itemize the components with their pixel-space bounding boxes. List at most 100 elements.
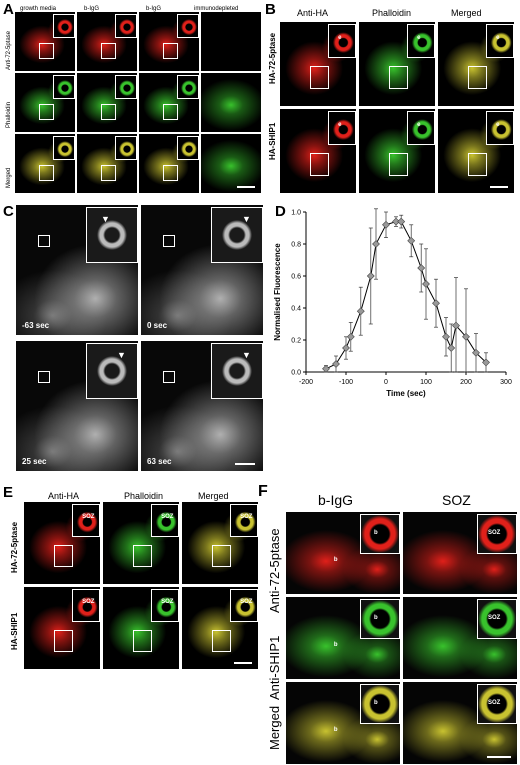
panel-f-micrograph-r1-c2: SOZ [403,512,517,594]
panel-e-inset-marker-r2-c3: SOZ [240,599,253,606]
panel-b-label: B [265,1,276,18]
panel-e-micrograph-r2-c1: SOZ [24,587,100,669]
panel-f-inset-r1-c2: SOZ [477,514,517,554]
panel-b-inset-r1-c1: e [328,24,356,58]
panel-f-inset-r2-c1: b [360,599,400,639]
panel-b-roi-box-r1-c1 [310,65,330,89]
panel-b-micrograph-r2-c2: e [359,109,435,193]
series-line [325,221,487,370]
data-point-18 [472,348,480,357]
panel-c-image-grid: ▼ -63 sec ▼ 0 sec ▼ 25 sec ▼ 63 sec [16,200,266,471]
panel-e-inset-r2-c3: SOZ [230,589,258,622]
panel-a-micrograph-r1-c3 [139,12,199,71]
panel-a-roi-box-r3-c3 [163,164,179,182]
panel-a-col-4: immunodepleted [194,6,239,12]
panel-e-image-grid: SOZ SOZ SOZ SOZ SOZ SOZ [24,502,260,670]
panel-f-row-3: Merged [267,705,282,750]
panel-c-arrowhead-1: ▼ [101,214,110,224]
panel-b-row-1: HA-72-5ptase [268,32,277,84]
panel-f-inset-r2-c2: SOZ [477,599,517,639]
panel-f-cell-marker-r2: b [333,642,338,649]
panel-e-inset-marker-r2-c2: SOZ [161,599,174,606]
panel-f-cell-marker-r1: b [333,557,338,564]
x-tick-label-3: 100 [420,379,432,386]
panel-d-chart: -200 -100 0 100 200 300 0.0 0.2 0.4 0.6 0.8 1.0 Time… [273,208,512,398]
data-point-6 [372,240,380,248]
panel-b-col-1: Anti-HA [297,8,329,18]
data-point-4 [356,307,365,316]
panel-a-roi-box-r2-c2 [101,103,117,121]
panel-a-inset-r2-c1 [53,75,75,99]
panel-a-col-2: b-IgG [84,6,100,12]
panel-b-inset-marker-r2-c1: e [338,121,342,128]
panel-f-col-1: b-IgG [318,492,354,508]
panel-b-inset-r2-c3: e [486,111,514,145]
panel-b-roi-box-r2-c1 [310,152,330,176]
y-tick-label-1: 0.2 [291,338,301,345]
panel-c-inset-4: ▼ [211,343,263,399]
panel-a-inset-r3-c3 [177,136,199,160]
panel-d-label: D [275,203,286,220]
panel-b-inset-r1-c3: e [486,24,514,58]
data-point-17 [462,332,470,341]
panel-b-micrograph-r2-c3: e [438,109,514,193]
panel-a-roi-box-r1-c1 [39,42,55,60]
data-point-16 [452,321,460,330]
panel-f-inset-r3-c2: SOZ [477,684,517,724]
panel-e-roi-box-r1-c2 [133,544,153,568]
x-tick-label-4: 200 [460,379,472,386]
panel-c-timestamp-3: 25 sec [22,457,47,466]
panel-b-roi-box-r1-c3 [468,65,488,89]
panel-a-scale-bar [237,186,255,188]
panel-c-roi-box-1 [38,235,50,247]
x-tick-label-2: 0 [384,379,388,386]
y-tick-label-2: 0.4 [291,306,301,313]
panel-b-inset-marker-r1-c3: e [496,34,500,41]
panel-e-scale-bar [234,662,252,664]
panel-f-image-grid: b b SOZ b b SOZ b b SOZ [286,512,518,764]
panel-c-label: C [3,203,14,220]
panel-a-micrograph-r1-c4 [201,12,261,71]
panel-b-image-grid: e e e e e e [280,22,516,193]
panel-c-timestamp-1: -63 sec [22,321,50,330]
data-point-11 [417,264,426,272]
data-point-19 [482,358,490,367]
panel-e-inset-r1-c1: SOZ [72,504,100,537]
panel-c-inset-1: ▼ [86,207,138,263]
panel-e-roi-box-r1-c1 [54,544,74,568]
panel-e-label: E [3,484,14,501]
data-point-15 [447,344,456,352]
panel-a-inset-r3-c1 [53,136,75,160]
data-point-12 [422,280,430,288]
panel-c-roi-box-3 [38,371,50,383]
panel-a-micrograph-r2-c3 [139,73,199,132]
panel-e-inset-marker-r2-c1: SOZ [82,599,95,606]
panel-c-scale-bar [235,463,255,465]
panel-e-inset-marker-r1-c2: SOZ [161,514,174,521]
panel-b-inset-r2-c1: e [328,111,356,145]
panel-c-frame-3: ▼ 25 sec [16,341,138,471]
data-point-5 [366,272,375,280]
panel-a-image-grid [15,12,261,194]
y-axis-title: Normalised Fluorescence [273,243,282,341]
y-tick-label-5: 1.0 [291,210,301,217]
panel-b-roi-box-r2-c2 [389,152,409,176]
panel-a-roi-box-r1-c2 [101,42,117,60]
panel-e-roi-box-r2-c2 [133,629,153,653]
panel-f-inset-marker-r1-c1: b [374,530,378,536]
panel-c-frame-2: ▼ 0 sec [141,205,263,335]
x-tick-label-1: -100 [339,379,353,386]
panel-e-micrograph-r1-c1: SOZ [24,502,100,584]
panel-e-col-1: Anti-HA [48,491,80,501]
data-point-10 [407,236,416,245]
panel-b-col-2: Phalloidin [372,8,412,18]
panel-a-row-2: Phalloidin [6,101,12,128]
panel-a-micrograph-r3-c2 [77,134,137,193]
panel-f-inset-marker-r1-c2: SOZ [488,530,501,536]
panel-f-micrograph-r3-c2: SOZ [403,682,517,764]
panel-f-scale-bar [487,756,511,758]
data-point-2 [342,344,350,352]
panel-c-inset-2: ▼ [211,207,263,263]
